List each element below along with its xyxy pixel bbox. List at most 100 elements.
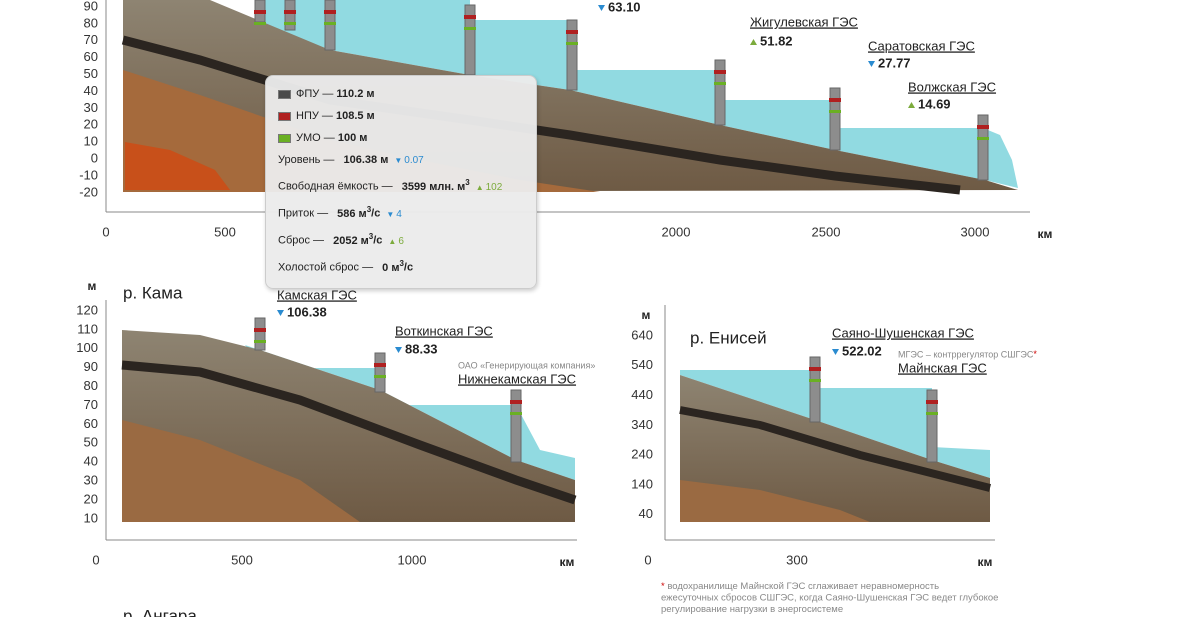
trend-arrow [277,310,284,316]
npu-band [374,363,386,367]
note-mark: * [1033,349,1037,359]
enisey-profile [679,370,991,522]
umo-band [714,82,726,85]
y-tick-label: 120 [76,302,98,317]
x-unit: км [978,555,993,569]
tooltip-row: ФПУ — 110.2 м [278,88,375,100]
row-value: 3599 млн. м [401,180,466,193]
tooltip-row: УМО — 100 м [278,132,367,144]
trend-arrow [598,5,605,11]
unit-sup: 3 [368,232,374,241]
y-tick-label: 70 [84,32,98,47]
npu-band [809,367,821,371]
axes [105,0,1030,541]
legend-swatch [278,133,291,143]
row-label: НПУ — [296,110,333,122]
footnote-text: водохранилище Майнской ГЭС сглаживает не… [667,581,939,592]
umo-band [284,22,296,25]
footnote-line: * водохранилище Майнской ГЭС сглаживает … [661,581,939,592]
station-level: 51.82 [760,33,793,48]
station-level: 27.77 [878,55,911,70]
x-tick-label: 2000 [662,224,691,239]
unit-tail: /с [371,207,381,220]
dam-tower [977,114,989,181]
river-title: р. Енисей [690,328,767,347]
y-unit: м [642,308,651,322]
npu-band [510,400,522,404]
y-tick-label: 140 [631,476,653,491]
umo-band [829,110,841,113]
x-tick-label: 2500 [812,224,841,239]
trend-arrow: ▲ [475,182,484,192]
umo-band [510,412,522,415]
x-tick-label: 500 [231,552,253,567]
row-label: Приток — [278,207,329,220]
x-tick-label: 1000 [398,552,427,567]
row-delta: 0.07 [404,155,424,166]
row-label: Холостой сброс — [278,261,374,274]
station-note: ОАО «Генерирующая компания» [458,360,595,370]
npu-band [254,10,266,14]
umo-band [926,412,938,415]
y-tick-label: 340 [631,417,653,432]
row-value: 0 м [382,261,400,274]
tooltip-row: Приток — 586 м3/с ▼ 4 [278,205,402,220]
y-tick-label: 10 [84,134,98,149]
tooltip-row: Холостой сброс — 0 м3/с [278,259,413,274]
y-tick-label: 540 [631,357,653,372]
tooltip-row: Уровень — 106.38 м ▼ 0.07 [278,154,424,166]
x-tick-label: 0 [102,224,109,239]
x-unit: км [560,555,575,569]
row-value: 106.38 м [343,154,389,166]
river-title: р. Ангара [123,606,197,617]
trend-arrow: ▼ [394,156,403,165]
y-tick-label: 30 [84,473,98,488]
footnote-mark: * [661,581,667,592]
y-unit: м [88,279,97,293]
station-name: Майнская ГЭС [898,360,987,375]
umo-band [464,27,476,30]
y-tick-label: 100 [76,340,98,355]
dam-tower [566,19,578,91]
tooltip-row: НПУ — 108.5 м [278,110,375,122]
station-name: Саратовская ГЭС [868,38,975,53]
trend-arrow [908,102,915,108]
umo-band [374,375,386,378]
trend-arrow [750,39,757,45]
y-tick-label: 110 [77,321,98,336]
station-name: Воткинская ГЭС [395,323,493,338]
tooltip-row: Сброс — 2052 м3/с ▲ 6 [278,232,404,247]
y-tick-label: 20 [84,117,98,132]
trend-arrow [395,347,402,353]
y-tick-label: 60 [84,416,98,431]
npu-band [284,10,296,14]
row-value: 108.5 м [335,110,375,122]
dam-tower [284,0,296,31]
umo-band [254,340,266,343]
unit-sup: 3 [366,205,372,214]
umo-band [566,42,578,45]
unit-tail: /с [373,234,383,247]
dam-tower [809,356,821,423]
station-level: 106.38 [287,304,327,319]
station-level: 88.33 [405,341,438,356]
x-tick-label: 0 [92,552,99,567]
row-value: 100 м [337,132,368,144]
umo-band [977,137,989,140]
y-tick-label: 50 [84,435,98,450]
footnote-text: ежесуточных сбросов СШГЭС, когда Саяно-Ш… [661,592,998,603]
y-tick-label: 70 [84,397,98,412]
y-tick-label: 50 [84,66,98,81]
y-tick-label: 60 [84,49,98,64]
station-name: Волжская ГЭС [908,79,996,94]
unit-tail: /с [403,261,414,274]
kama-profile [121,330,577,522]
y-tick-label: 440 [631,387,653,402]
row-value: 110.2 м [336,88,375,100]
tooltip-row: Свободная ёмкость — 3599 млн. м3 ▲ 102 [278,178,502,193]
x-unit: км [1038,227,1053,241]
y-tick-label: 90 [84,0,98,13]
dam-tower [374,352,386,393]
station-note: МГЭС – контррегулятор СШГЭС* [898,349,1037,359]
